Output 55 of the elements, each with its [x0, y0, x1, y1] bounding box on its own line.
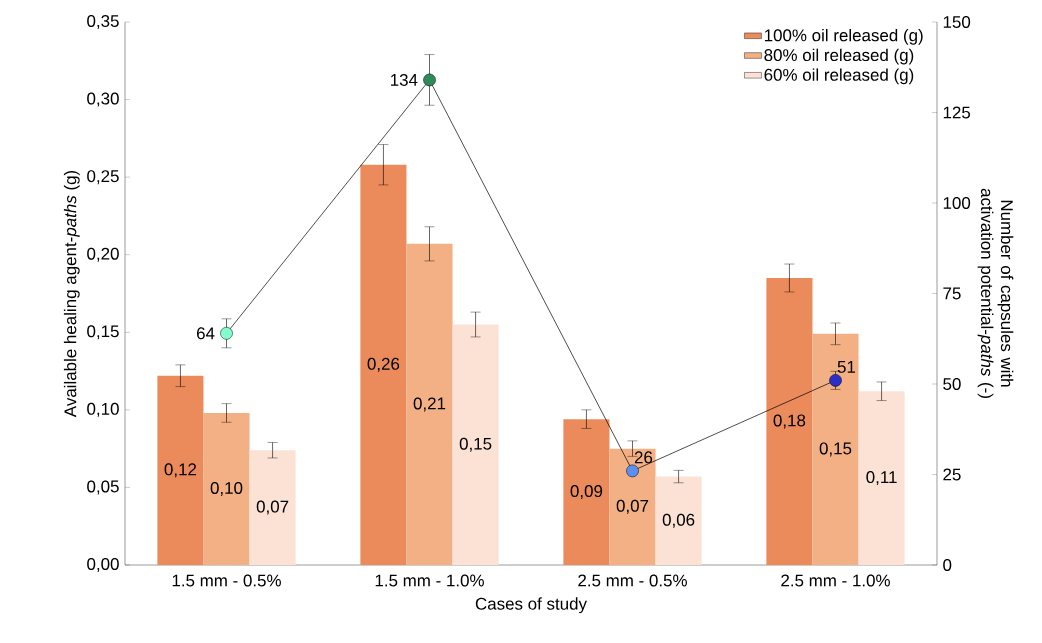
y-tick-label: 0,00	[87, 558, 119, 572]
y2-tick-label: 100	[943, 197, 971, 209]
data-label: 0,10	[210, 481, 243, 496]
bar	[203, 412, 250, 565]
y-tick-label: 0,05	[87, 480, 119, 495]
bar	[452, 324, 499, 565]
data-label: 0,15	[819, 442, 852, 457]
legend-label: 100% oil released (g)	[764, 28, 923, 45]
data-label: 0,07	[616, 499, 649, 514]
bar	[249, 450, 296, 565]
bar	[406, 243, 453, 565]
data-label: 0,07	[256, 500, 289, 515]
legend-label: 60% oil released (g)	[764, 68, 914, 85]
y2-tick-label: 25	[943, 468, 961, 481]
data-label: 26	[634, 451, 653, 464]
bar	[563, 419, 610, 565]
y-tick-label: 0,10	[87, 402, 119, 417]
y-tick-label: 0,15	[87, 325, 119, 340]
data-label: 134	[391, 73, 418, 86]
x-tick-label: 1.5 mm - 0.5%	[172, 574, 281, 587]
data-label: 0,26	[367, 357, 400, 372]
y2-tick-label: 125	[943, 106, 971, 119]
data-label: 0,06	[662, 513, 695, 528]
y-tick-label: 0,35	[87, 15, 119, 29]
point	[626, 464, 639, 478]
bar	[655, 476, 702, 565]
data-label: 0,15	[459, 437, 492, 452]
y-tick-label: 0,30	[87, 92, 119, 107]
y-axis-title: Available healing agent-paths (g)	[63, 170, 80, 418]
x-tick-label: 2.5 mm - 0.5%	[578, 574, 687, 587]
data-label: 0,11	[866, 471, 897, 486]
data-label: 64	[197, 327, 215, 340]
data-label: 0,21	[413, 397, 446, 412]
legend-label: 80% oil released (g)	[764, 48, 914, 65]
bar	[766, 277, 813, 565]
bar	[157, 375, 204, 565]
x-tick-label: 1.5 mm - 1.0%	[375, 574, 484, 587]
y-tick-label: 0,20	[87, 247, 119, 262]
x-axis-title: Cases of study	[475, 597, 587, 614]
point	[220, 327, 233, 340]
data-label: 0,18	[773, 414, 806, 429]
data-label: 0,09	[570, 485, 603, 500]
bar	[812, 333, 859, 565]
y2-tick-label: 75	[943, 287, 961, 300]
data-label: 0,12	[164, 463, 197, 478]
x-tick-label: 2.5 mm - 1.0%	[781, 574, 890, 587]
bar	[858, 391, 905, 565]
y2-tick-label: 0	[943, 559, 952, 571]
y-tick-label: 0,25	[87, 170, 119, 185]
y2-tick-label: 50	[943, 378, 961, 390]
y2-tick-label: 150	[943, 15, 971, 28]
bar	[609, 448, 656, 565]
data-label: 51	[837, 361, 856, 373]
point	[423, 73, 436, 87]
bar	[360, 164, 407, 565]
